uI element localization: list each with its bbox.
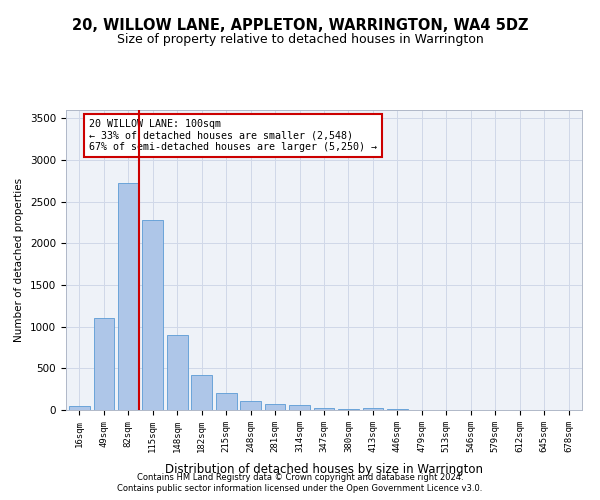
Bar bbox=[167, 335, 188, 410]
Text: 20, WILLOW LANE, APPLETON, WARRINGTON, WA4 5DZ: 20, WILLOW LANE, APPLETON, WARRINGTON, W… bbox=[72, 18, 528, 32]
Bar bbox=[338, 409, 359, 410]
Bar bbox=[216, 394, 236, 410]
Bar bbox=[191, 375, 212, 410]
Text: Contains HM Land Registry data © Crown copyright and database right 2024.: Contains HM Land Registry data © Crown c… bbox=[137, 472, 463, 482]
Text: Contains public sector information licensed under the Open Government Licence v3: Contains public sector information licen… bbox=[118, 484, 482, 493]
Y-axis label: Number of detached properties: Number of detached properties bbox=[14, 178, 25, 342]
Bar bbox=[289, 406, 310, 410]
Text: Size of property relative to detached houses in Warrington: Size of property relative to detached ho… bbox=[116, 32, 484, 46]
Bar bbox=[94, 318, 114, 410]
Bar bbox=[387, 409, 408, 410]
X-axis label: Distribution of detached houses by size in Warrington: Distribution of detached houses by size … bbox=[165, 463, 483, 476]
Bar bbox=[265, 404, 286, 410]
Bar bbox=[69, 406, 90, 410]
Bar bbox=[118, 184, 139, 410]
Bar bbox=[314, 408, 334, 410]
Bar bbox=[142, 220, 163, 410]
Bar bbox=[240, 401, 261, 410]
Text: 20 WILLOW LANE: 100sqm
← 33% of detached houses are smaller (2,548)
67% of semi-: 20 WILLOW LANE: 100sqm ← 33% of detached… bbox=[89, 119, 377, 152]
Bar bbox=[362, 408, 383, 410]
